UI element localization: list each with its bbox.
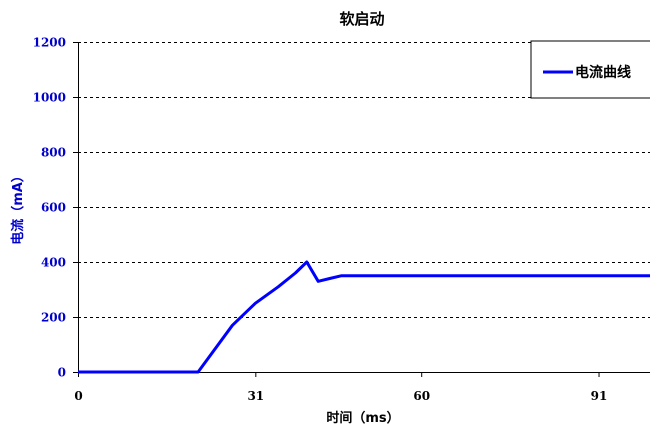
x-axis-label: 时间（ms）	[326, 410, 399, 426]
chart-title: 软启动	[339, 10, 384, 28]
y-axis-label: 电流（mA）	[10, 169, 26, 245]
y-tick-label-800: 800	[41, 146, 66, 160]
legend-box	[530, 40, 650, 99]
y-tick-label-600: 600	[41, 201, 66, 215]
y-tick-label-1000: 1000	[33, 91, 66, 105]
y-tick-label-200: 200	[41, 311, 66, 325]
x-tick-label-0: 0	[74, 389, 82, 403]
x-tick-label-91: 91	[591, 389, 608, 403]
tick-labels: 0 200 400 600 800 1000 1200 0 31 60 91	[33, 36, 608, 404]
y-tick-label-0: 0	[58, 366, 66, 380]
x-tick-label-31: 31	[247, 389, 264, 403]
y-tick-label-1200: 1200	[33, 36, 66, 50]
series	[78, 260, 650, 374]
legend: 电流曲线	[530, 40, 650, 99]
legend-label: 电流曲线	[575, 64, 631, 81]
series-line-0	[78, 260, 650, 374]
y-tick-label-400: 400	[41, 256, 66, 270]
x-tick-label-60: 60	[413, 389, 430, 403]
